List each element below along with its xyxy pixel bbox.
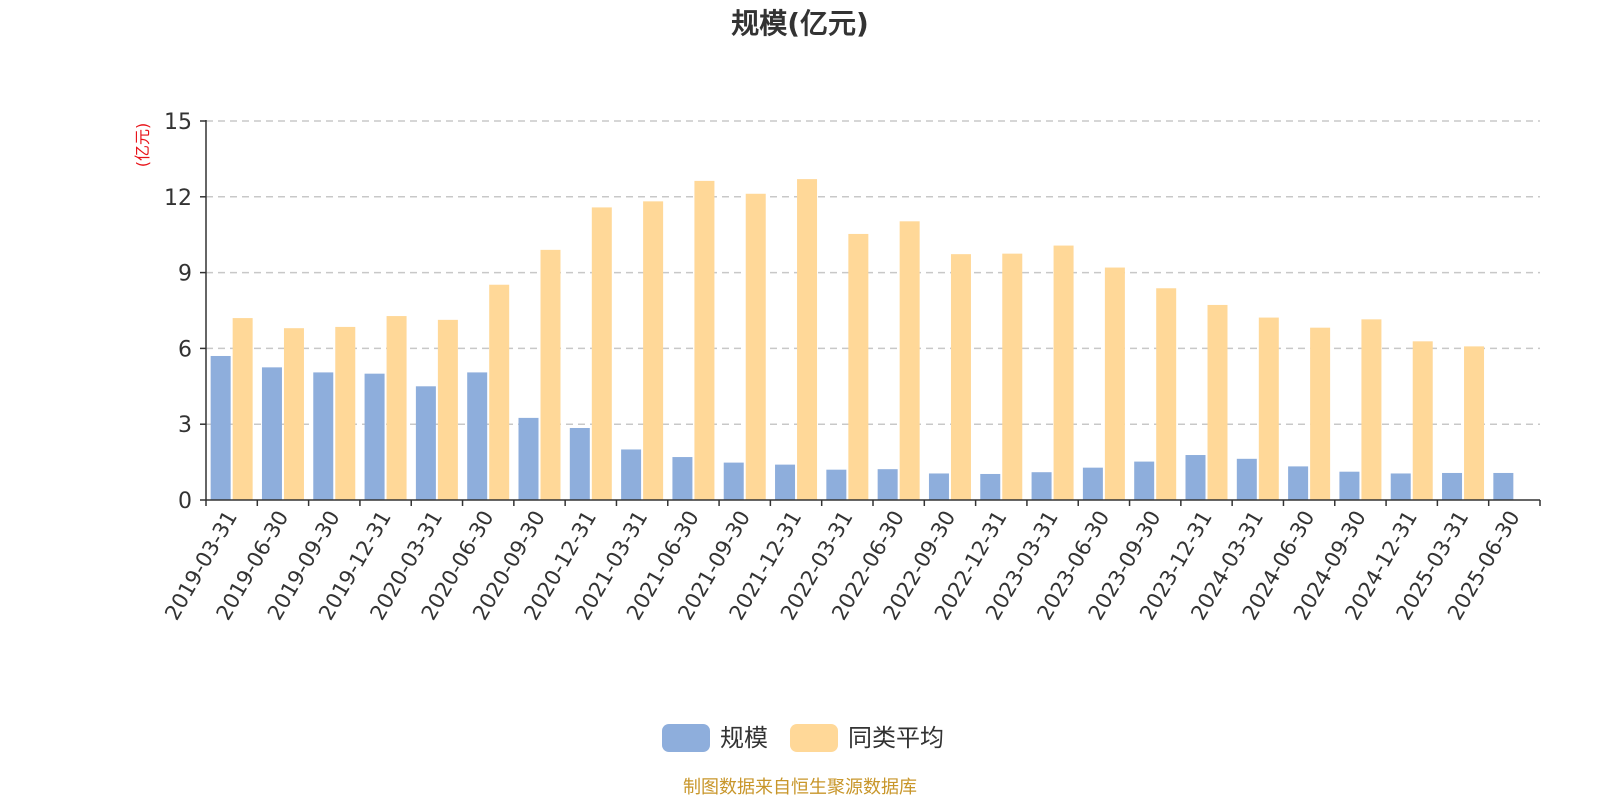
bar-scale <box>775 464 796 500</box>
y-tick-label: 6 <box>178 337 192 362</box>
bar-scale <box>313 372 334 500</box>
legend-label: 规模 <box>720 724 768 752</box>
bar-peer-average <box>1310 327 1331 500</box>
bar-peer-average <box>386 316 407 500</box>
bar-scale <box>210 355 231 500</box>
bar-scale <box>415 386 436 500</box>
legend-swatch <box>790 724 838 752</box>
bar-peer-average <box>797 179 818 500</box>
legend-item-series-0[interactable]: 规模 <box>662 724 768 752</box>
bar-peer-average <box>694 180 715 500</box>
bar-scale <box>1134 461 1155 500</box>
bar-peer-average <box>283 328 304 500</box>
bar-scale <box>723 462 744 500</box>
y-tick-label: 3 <box>178 413 192 438</box>
bar-scale <box>1339 471 1360 500</box>
bar-peer-average <box>745 193 766 500</box>
bar-peer-average <box>1053 245 1074 500</box>
legend-swatch <box>662 724 710 752</box>
y-tick-label: 9 <box>178 262 192 287</box>
bar-scale <box>826 469 847 500</box>
bar-peer-average <box>232 318 253 500</box>
bar-peer-average <box>489 284 510 500</box>
bar-scale <box>928 473 949 500</box>
bar-scale <box>877 469 898 500</box>
bar-peer-average <box>591 207 612 501</box>
chart-title: 规模(亿元) <box>731 7 869 40</box>
bar-peer-average <box>540 249 561 500</box>
bar-peer-average <box>848 233 869 500</box>
bar-peer-average <box>950 254 971 500</box>
source-note: 制图数据来自恒生聚源数据库 <box>683 777 917 798</box>
legend: 规模 同类平均 <box>662 724 944 752</box>
bar-peer-average <box>1104 267 1125 500</box>
bar-peer-average <box>1002 253 1023 500</box>
y-tick-label: 0 <box>178 489 192 514</box>
legend-item-series-1[interactable]: 同类平均 <box>790 724 944 752</box>
bar-peer-average <box>1207 304 1228 500</box>
bar-scale <box>569 427 590 500</box>
bar-scale <box>672 457 693 500</box>
bar-peer-average <box>643 201 664 500</box>
bar-peer-average <box>1361 319 1382 500</box>
bar-scale <box>364 373 385 500</box>
bar-scale <box>518 417 539 500</box>
bar-scale <box>467 372 488 500</box>
bar-peer-average <box>437 319 458 500</box>
bar-scale <box>621 449 642 500</box>
bar-scale <box>1082 467 1103 500</box>
bar-peer-average <box>1464 346 1485 500</box>
bar-peer-average <box>1412 341 1433 500</box>
y-tick-label: 15 <box>164 110 192 135</box>
bar-scale <box>1288 466 1309 500</box>
legend-label: 同类平均 <box>848 724 944 752</box>
bar-scale <box>1236 458 1257 500</box>
bar-peer-average <box>899 221 920 501</box>
bar-scale <box>1493 472 1514 500</box>
bar-scale <box>1390 473 1411 500</box>
bar-scale <box>261 367 282 500</box>
bar-peer-average <box>335 326 356 500</box>
bar-peer-average <box>1258 317 1279 500</box>
bar-scale <box>1031 472 1052 500</box>
bar-scale <box>1442 472 1463 500</box>
y-axis-unit-label: (亿元) <box>133 123 152 168</box>
bar-scale <box>980 473 1001 500</box>
bars <box>210 179 1514 501</box>
bar-peer-average <box>1156 288 1177 500</box>
y-tick-label: 12 <box>164 186 192 211</box>
bar-scale <box>1185 455 1206 500</box>
